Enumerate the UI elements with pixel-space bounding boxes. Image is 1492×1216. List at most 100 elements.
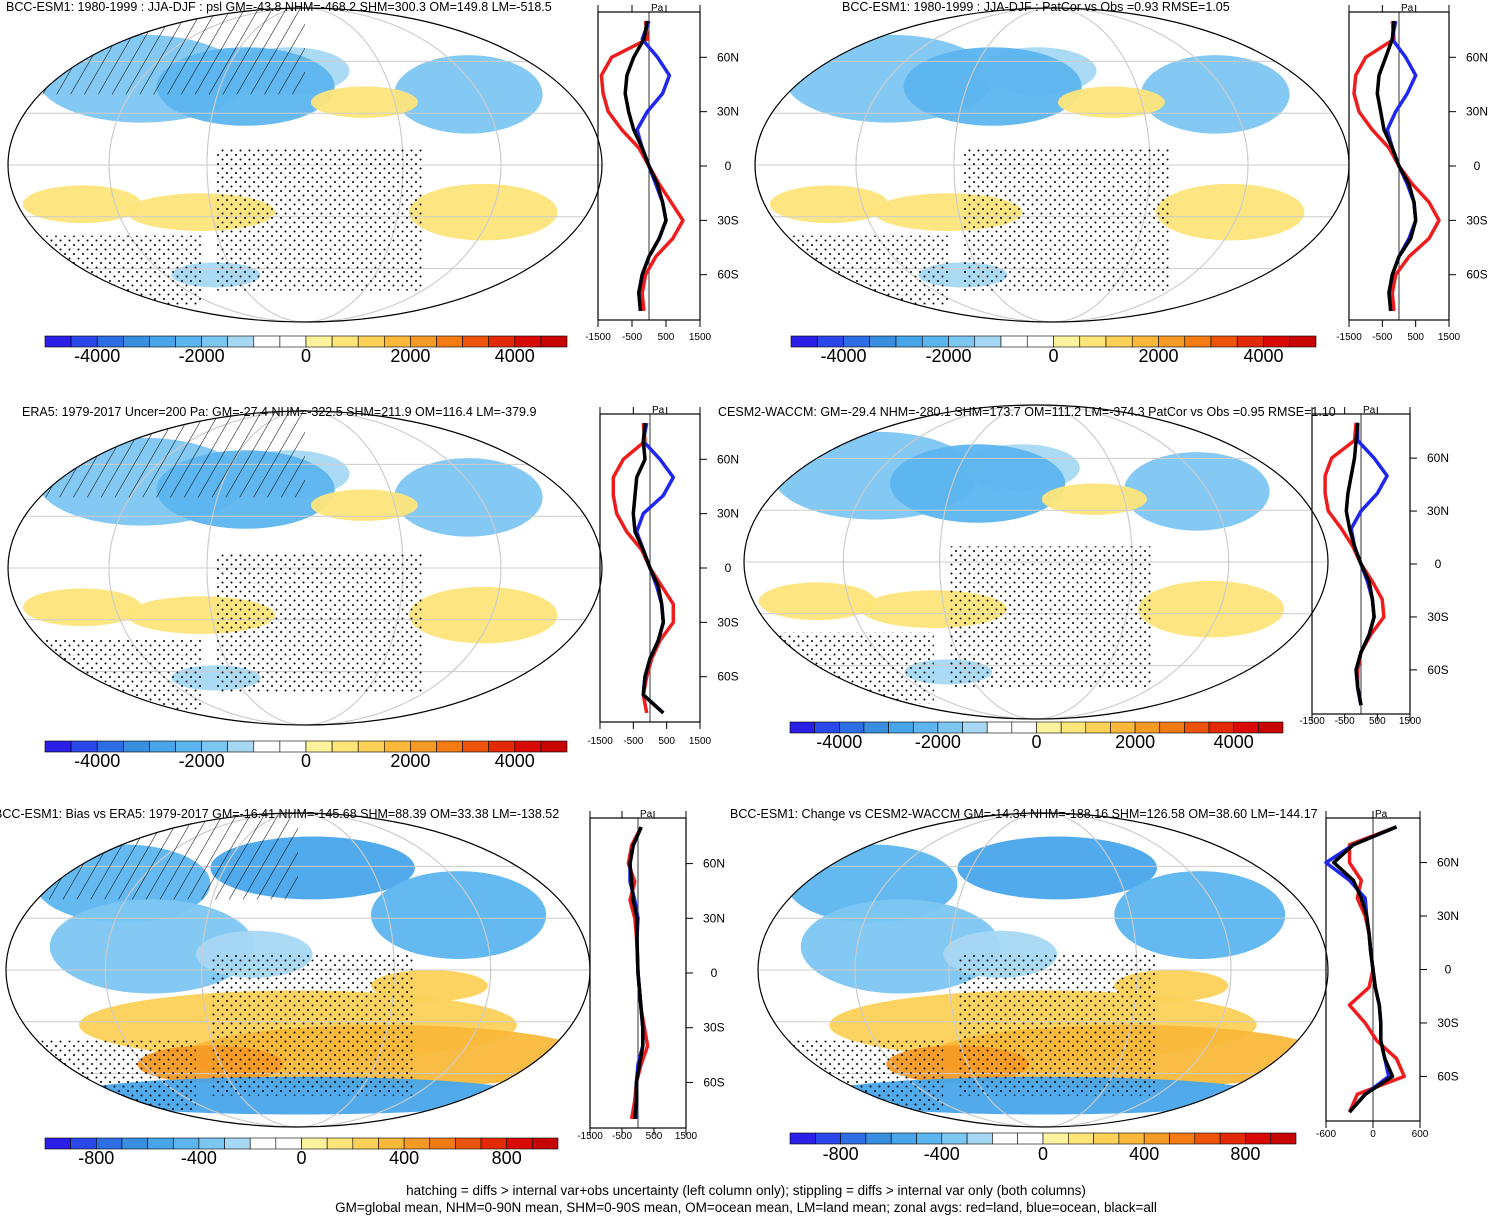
zonal-x-tick: 1500 (689, 332, 712, 343)
colorbar-swatch (869, 335, 897, 348)
colorbar-swatch (436, 740, 463, 753)
panel-title: BCC-ESM1: Bias vs ERA5: 1979-2017 GM=-16… (0, 807, 560, 821)
zonal-x-tick: -500 (1335, 716, 1355, 727)
colorbar-label: -400 (924, 1144, 960, 1164)
panel-title: BCC-ESM1: 1980-1999 : JJA-DJF : psl GM=-… (6, 0, 552, 14)
colorbar-label: 400 (389, 1148, 419, 1168)
colorbar-swatch (865, 1132, 892, 1145)
colorbar-swatch (1258, 721, 1284, 734)
zonal-lat-label: 60N (1427, 451, 1449, 465)
zonal-series-ocean (635, 20, 672, 312)
colorbar-label: 0 (301, 346, 311, 366)
colorbar-swatch (789, 1132, 816, 1145)
colorbar-swatch (1159, 721, 1185, 734)
colorbar-swatch (227, 335, 255, 348)
colorbar-swatch (123, 335, 150, 348)
colorbar-swatch (1210, 335, 1238, 348)
zonal-lat-label: 60N (703, 857, 725, 871)
colorbar-label: -2000 (179, 346, 225, 366)
colorbar-swatch (253, 740, 281, 753)
colorbar-swatch (227, 740, 255, 753)
zonal-series-all (623, 20, 668, 312)
colorbar-swatch (1143, 1132, 1170, 1145)
colorbar-label: 2000 (1115, 732, 1155, 752)
zonal-lat-label: 0 (1474, 159, 1481, 173)
zonal-lat-label: 60S (1466, 268, 1487, 282)
colorbar-swatch (1042, 1132, 1069, 1145)
colorbar-swatch (1060, 721, 1087, 734)
colorbar-3: -4000 -2000 0 2000 4000 (44, 740, 568, 771)
colorbar-label: 0 (1031, 732, 1041, 752)
zonal-x-tick: -1500 (587, 736, 613, 747)
zonal-x-tick: 1500 (689, 736, 712, 747)
zonal-lat-label: 60S (1427, 663, 1448, 677)
zonal-lat-label: 60N (717, 452, 739, 466)
zonal-x-tick: 0 (1370, 1129, 1376, 1140)
zonal-avg-plot-2: -1500 -500 500 1500 Pa 60N 30N 0 30S 60S (1336, 3, 1488, 343)
zonal-x-tick: 500 (646, 1131, 663, 1142)
zonal-lat-label: 60S (703, 1075, 724, 1089)
colorbar-swatch (895, 335, 923, 348)
zonal-x-tick: -500 (623, 736, 643, 747)
colorbar-swatch (1093, 1132, 1120, 1145)
colorbar-label: 0 (1048, 346, 1058, 366)
colorbar-swatch (789, 721, 815, 734)
colorbar-label: -2000 (925, 346, 971, 366)
colorbar-swatch (890, 1132, 917, 1145)
zonal-lat-label: 30N (1437, 909, 1459, 923)
colorbar-swatch (1194, 1132, 1221, 1145)
zonal-lat-label: 30N (1427, 504, 1449, 518)
colorbar-label: -400 (181, 1148, 217, 1168)
colorbar-swatch (941, 1132, 968, 1145)
map-1 (7, 7, 603, 323)
colorbar-1: -4000 -2000 0 2000 4000 (44, 335, 568, 366)
colorbar-label: 4000 (1243, 346, 1283, 366)
zonal-lat-label: 0 (1435, 557, 1442, 571)
zonal-x-tick: 1500 (675, 1131, 698, 1142)
zonal-lat-label: 0 (725, 159, 732, 173)
zonal-lat-label: 60S (1437, 1069, 1458, 1083)
colorbar-swatch (840, 1132, 867, 1145)
footer-line-1: hatching = diffs > internal var+obs unce… (406, 1183, 1086, 1198)
zonal-x-tick: 500 (658, 332, 675, 343)
map-6 (757, 812, 1329, 1128)
colorbar-swatch (44, 1137, 71, 1150)
colorbar-label: -4000 (74, 346, 120, 366)
zonal-series-all (628, 826, 645, 1120)
colorbar-swatch (1118, 1132, 1145, 1145)
colorbar-label: 4000 (495, 346, 535, 366)
panel-title: CESM2-WACCM: GM=-29.4 NHM=-280.1 SHM=173… (718, 405, 1336, 419)
zonal-lat-label: 0 (725, 561, 732, 575)
zonal-lat-label: 30S (1427, 610, 1448, 624)
colorbar-label: 0 (296, 1148, 306, 1168)
colorbar-label: 2000 (390, 346, 430, 366)
zonal-series-ocean (1324, 825, 1398, 1114)
zonal-x-tick: -1500 (577, 1131, 603, 1142)
zonal-lat-label: 60S (717, 670, 738, 684)
colorbar-swatch (814, 1132, 841, 1145)
zonal-x-tick: -1500 (1336, 332, 1362, 343)
colorbar-label: 0 (301, 751, 311, 771)
colorbar-label: 400 (1129, 1144, 1159, 1164)
colorbar-swatch (790, 335, 818, 348)
map-2 (754, 7, 1350, 323)
colorbar-swatch (962, 721, 988, 734)
zonal-lat-label: 30S (717, 213, 738, 227)
colorbar-swatch (986, 721, 1013, 734)
panel-title: BCC-ESM1: 1980-1999 : JJA-DJF : PatCor v… (842, 0, 1230, 14)
colorbar-swatch (1245, 1132, 1272, 1145)
colorbar-label: -800 (823, 1144, 859, 1164)
zonal-lat-label: 0 (1445, 963, 1452, 977)
zonal-avg-plot-4: -1500 -500 500 1500 Pa 60N 30N 0 30S 60S (1299, 405, 1449, 727)
zonal-unit-label: Pa (651, 3, 664, 14)
colorbar-swatch (44, 740, 72, 753)
zonal-lat-label: 30N (703, 911, 725, 925)
panel-title: ERA5: 1979-2017 Uncer=200 Pa: GM=-27.4 N… (22, 405, 537, 419)
zonal-x-tick: 500 (1369, 716, 1386, 727)
zonal-unit-label: Pa (652, 405, 665, 416)
zonal-lat-label: 30N (717, 105, 739, 119)
colorbar-swatch (1219, 1132, 1246, 1145)
colorbar-swatch (974, 335, 1002, 348)
zonal-x-tick: 600 (1412, 1129, 1429, 1140)
